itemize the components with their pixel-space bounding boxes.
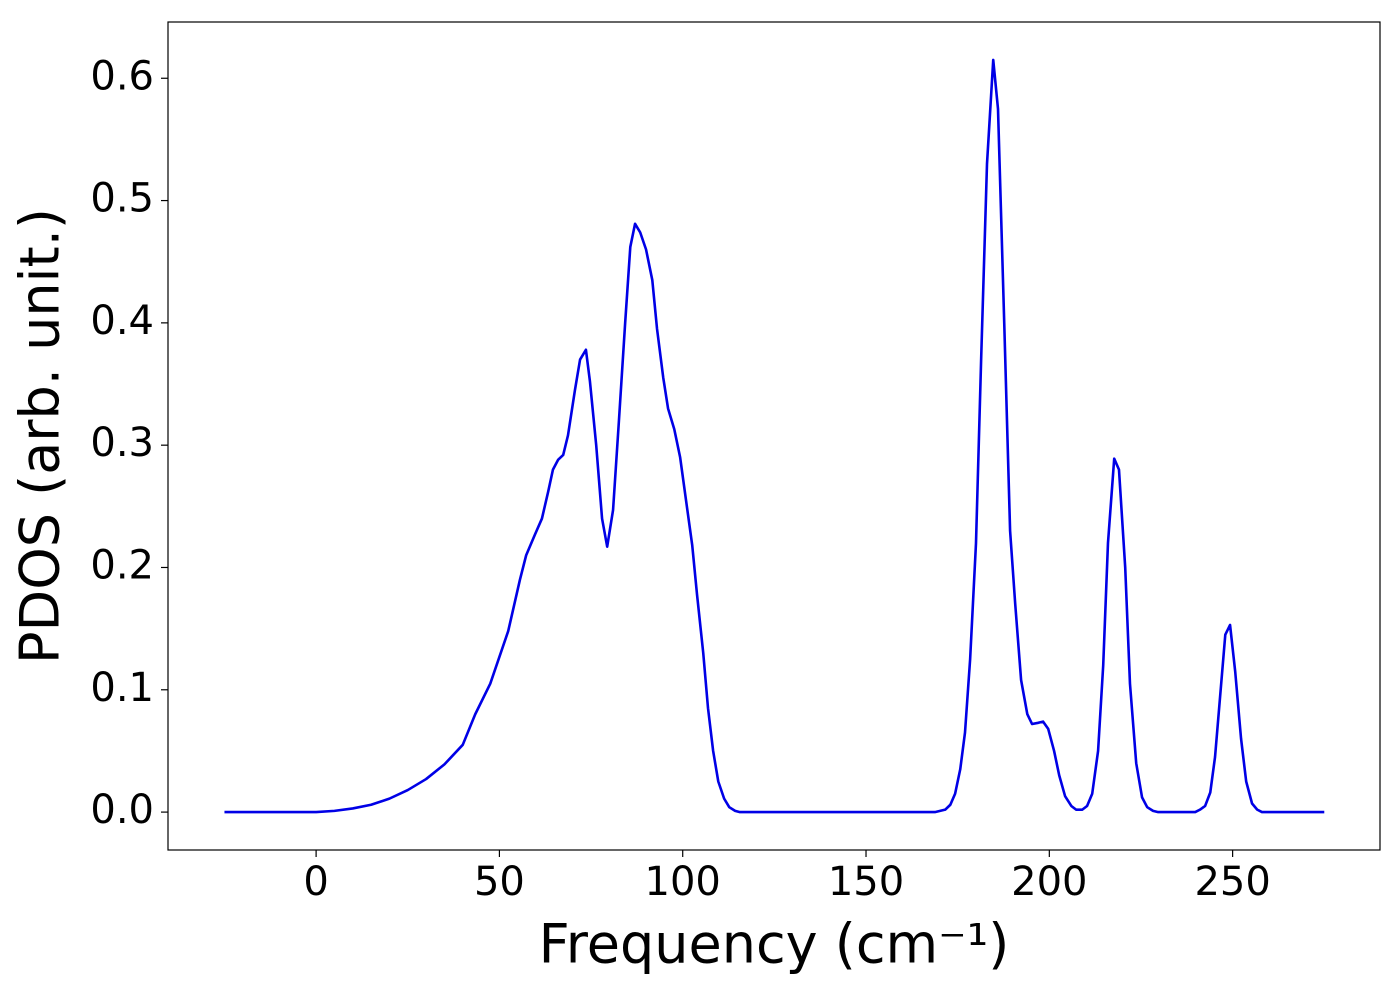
x-tick-label: 150	[828, 859, 904, 905]
x-tick-label: 50	[474, 859, 525, 905]
y-tick-label: 0.6	[90, 53, 154, 99]
y-axis-label: PDOS (arb. unit.)	[9, 208, 72, 664]
x-tick-label: 0	[303, 859, 328, 905]
x-tick-label: 200	[1011, 859, 1087, 905]
y-tick-label: 0.3	[90, 420, 154, 466]
x-axis-label: Frequency (cm⁻¹)	[539, 913, 1010, 976]
y-tick-label: 0.5	[90, 176, 154, 222]
pdos-line	[224, 58, 1325, 814]
y-tick-label: 0.1	[90, 665, 154, 711]
y-tick-label: 0.0	[90, 787, 154, 833]
y-tick-label: 0.2	[90, 542, 154, 588]
plot-frame	[167, 21, 1381, 851]
y-tick-label: 0.4	[90, 298, 154, 344]
x-tick-label: 100	[645, 859, 721, 905]
x-tick-label: 250	[1194, 859, 1270, 905]
